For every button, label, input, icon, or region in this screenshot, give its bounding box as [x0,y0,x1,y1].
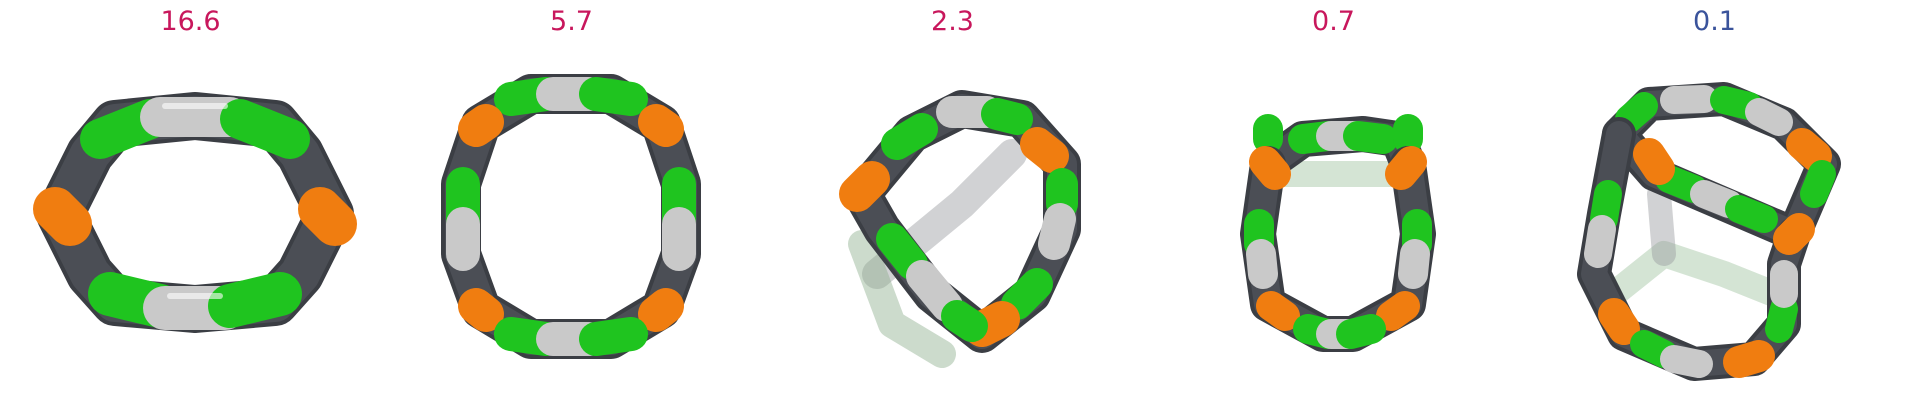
segment-silver [1745,98,1793,136]
segment-green [208,272,302,328]
segment-orange [33,187,92,246]
panel-label: 5.7 [550,6,593,37]
panel-5: 0.1 [1524,0,1905,416]
panel-2: 5.7 [381,0,762,416]
ring-tube-body [1240,114,1436,352]
segment-green [1800,160,1836,208]
back-strand [1601,241,1787,307]
ring-tube-body [441,74,701,359]
segment-green [1615,92,1658,133]
segment-green [1336,314,1386,349]
segment-green [881,113,938,160]
molecular-ring-render-2 [441,74,701,359]
segment-orange [458,288,504,332]
segment-green [1655,165,1708,203]
back-strand [1647,182,1676,266]
segment-green [941,300,988,342]
panel-label: 0.1 [1693,6,1736,37]
segment-silver [1660,345,1713,378]
segment-orange [1598,298,1640,345]
segment-silver [1038,203,1076,260]
segment-green [1343,121,1398,154]
segment-orange [1020,127,1069,173]
segment-orange [839,161,890,212]
segment-green [1590,180,1622,233]
segment-orange [1249,146,1291,190]
panel-4: 0.7 [1143,0,1524,416]
segment-green [981,98,1033,135]
panel-1: 16.6 [0,0,381,416]
segment-green [1765,295,1798,343]
molecular-ring-render-5 [1577,82,1841,381]
segment-orange [638,104,684,147]
segment-orange [638,288,684,332]
segment-green [1630,330,1678,368]
segment-green [579,77,648,116]
segment-orange [1385,146,1427,190]
segment-orange [1376,291,1420,331]
molecular-ring-render-4 [1240,114,1436,352]
panel-3: 2.3 [762,0,1143,416]
panel-label: 16.6 [160,6,221,37]
ring-tube-body [33,92,357,333]
segment-orange [1633,138,1675,185]
segment-green [220,99,310,159]
segment-orange [1256,291,1300,331]
segment-silver [1660,85,1718,114]
segment-green [1725,195,1778,233]
molecular-ring-render-3 [839,90,1081,368]
segment-green [579,317,648,356]
segment-orange [298,187,357,246]
segment-orange [1786,128,1832,172]
segment-green [1710,86,1763,120]
segment-silver [1690,180,1743,218]
segment-orange [1773,213,1815,255]
segment-silver [1246,239,1278,289]
segment-orange [458,104,504,147]
back-strand [848,230,956,368]
panel-label: 0.7 [1312,6,1355,37]
segment-green [1001,268,1053,320]
molecular-ring-render-1 [33,92,357,333]
panel-label: 2.3 [931,6,974,37]
segment-silver [906,260,963,322]
ring-tube-body [839,90,1081,368]
segment-green [876,223,928,280]
segment-orange [1723,340,1775,378]
ring-tube-body [1577,82,1841,381]
segment-silver [1398,239,1430,289]
segment-silver [1584,215,1616,268]
